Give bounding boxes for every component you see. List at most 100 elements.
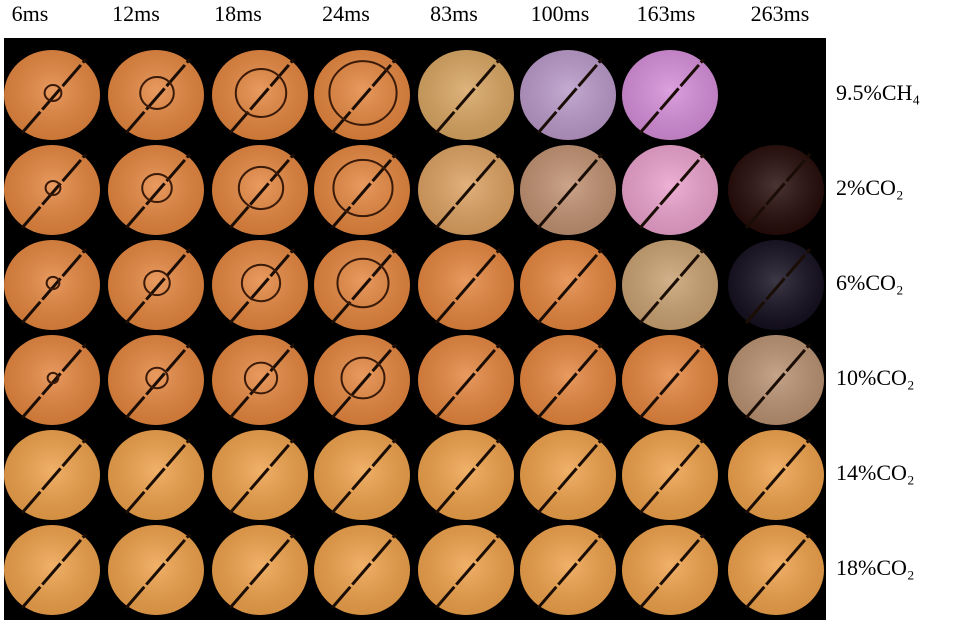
image-shading: [212, 145, 308, 235]
column-label: 6ms: [12, 1, 49, 26]
electrode: [20, 343, 88, 419]
column-label: 18ms: [214, 1, 262, 26]
electrode: [744, 533, 812, 609]
image-shading: [314, 145, 410, 235]
image-shading: [418, 430, 514, 520]
column-label: 24ms: [322, 1, 370, 26]
electrode: [638, 248, 706, 324]
image-shading: [520, 240, 616, 330]
column-label: 83ms: [430, 1, 478, 26]
column-label: 263ms: [751, 1, 810, 26]
image-shading: [520, 50, 616, 140]
electrode: [124, 153, 192, 229]
electrode: [638, 58, 706, 134]
electrode: [124, 248, 192, 324]
flame-front: [44, 179, 62, 197]
image-shading: [314, 525, 410, 615]
electrode: [434, 248, 502, 324]
electrode: [536, 58, 604, 134]
image-shading: [314, 240, 410, 330]
image-shading: [314, 335, 410, 425]
electrode: [434, 58, 502, 134]
electrode: [536, 438, 604, 514]
flame-front: [139, 76, 175, 110]
image-shading: [728, 240, 824, 330]
flame-front: [234, 68, 288, 118]
image-shading: [4, 145, 100, 235]
flame-front: [243, 361, 279, 395]
electrode: [228, 533, 296, 609]
electrode: [536, 343, 604, 419]
image-shading: [418, 335, 514, 425]
flame-front: [145, 366, 169, 390]
image-shading: [212, 525, 308, 615]
image-shading: [212, 50, 308, 140]
electrode: [330, 533, 398, 609]
image-shading: [622, 50, 718, 140]
electrode: [20, 438, 88, 514]
electrode: [434, 438, 502, 514]
electrode: [744, 438, 812, 514]
image-shading: [622, 335, 718, 425]
image-shading: [622, 240, 718, 330]
row-label: 2%CO₂: [836, 175, 904, 200]
flame-front: [46, 371, 60, 385]
image-shading: [520, 145, 616, 235]
electrode: [744, 248, 812, 324]
electrode: [124, 58, 192, 134]
row-label: 6%CO₂: [836, 270, 904, 295]
flame-front: [340, 356, 386, 400]
image-shading: [4, 525, 100, 615]
row-label: 9.5%CH₄: [836, 80, 920, 105]
image-shading: [4, 50, 100, 140]
image-shading: [728, 525, 824, 615]
image-shading: [418, 525, 514, 615]
row-label: 18%CO₂: [836, 555, 915, 580]
electrode: [330, 153, 398, 229]
electrode: [20, 153, 88, 229]
image-shading: [520, 335, 616, 425]
image-shading: [4, 430, 100, 520]
image-shading: [728, 430, 824, 520]
electrode: [20, 58, 88, 134]
image-shading: [728, 145, 824, 235]
image-shading: [212, 430, 308, 520]
electrode: [434, 153, 502, 229]
row-label: 10%CO₂: [836, 365, 915, 390]
flame-front: [237, 165, 285, 211]
image-shading: [108, 50, 204, 140]
electrode: [124, 533, 192, 609]
image-shading: [622, 525, 718, 615]
electrode: [536, 153, 604, 229]
electrode: [744, 343, 812, 419]
image-shading: [212, 240, 308, 330]
flame-front: [143, 269, 171, 297]
electrode: [228, 343, 296, 419]
flame-front: [141, 172, 173, 204]
electrode: [228, 438, 296, 514]
electrode: [434, 533, 502, 609]
electrode: [228, 58, 296, 134]
electrode: [638, 438, 706, 514]
electrode: [434, 343, 502, 419]
electrode: [744, 153, 812, 229]
flame-front: [43, 84, 63, 102]
image-shading: [728, 335, 824, 425]
electrode: [638, 343, 706, 419]
electrode: [330, 343, 398, 419]
image-shading: [4, 335, 100, 425]
electrode: [330, 58, 398, 134]
image-shading: [314, 430, 410, 520]
electrode: [228, 153, 296, 229]
image-shading: [108, 145, 204, 235]
flame-front: [332, 158, 394, 218]
image-shading: [212, 335, 308, 425]
electrode: [124, 343, 192, 419]
image-shading: [108, 525, 204, 615]
electrode: [638, 153, 706, 229]
image-shading: [108, 240, 204, 330]
image-shading: [622, 145, 718, 235]
electrode: [228, 248, 296, 324]
electrode: [124, 438, 192, 514]
image-shading: [418, 240, 514, 330]
